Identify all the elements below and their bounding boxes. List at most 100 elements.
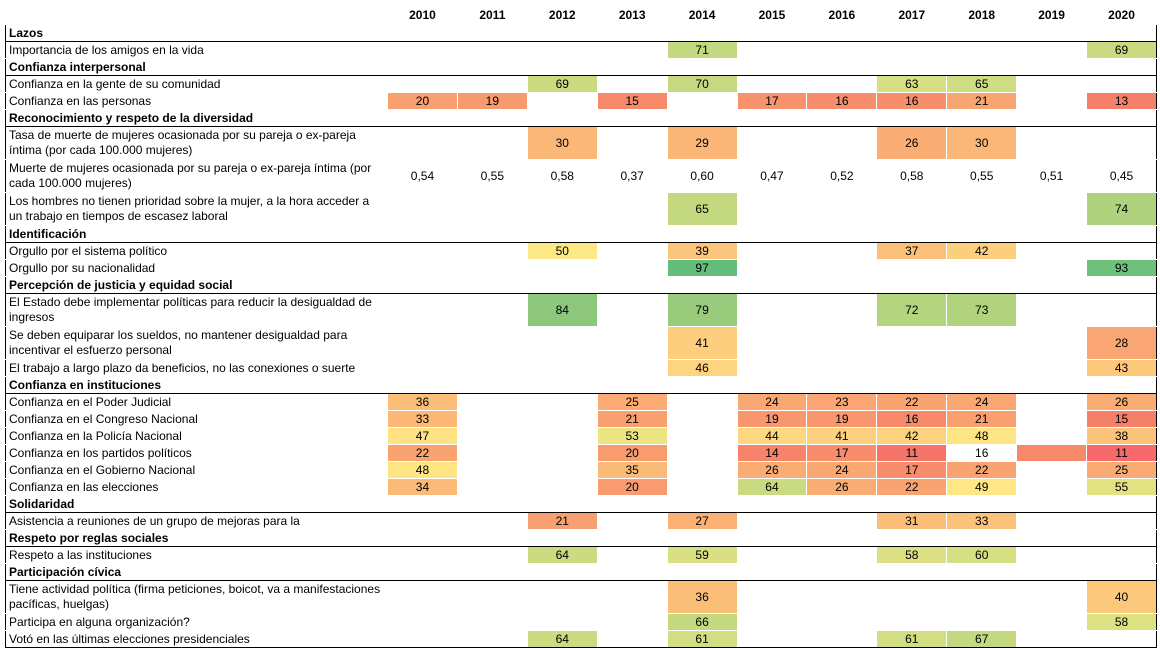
empty-cell bbox=[596, 293, 668, 327]
value-cell: 20 bbox=[596, 478, 668, 496]
row-label: Los hombres no tienen prioridad sobre la… bbox=[5, 192, 388, 226]
empty-cell bbox=[596, 242, 668, 260]
value-cell: 30 bbox=[526, 126, 598, 160]
empty-cell bbox=[387, 242, 458, 260]
section-row: Confianza interpersonal bbox=[5, 58, 1157, 76]
empty-cell bbox=[806, 41, 878, 59]
value-cell: 74 bbox=[1086, 192, 1157, 226]
empty-cell bbox=[387, 293, 458, 327]
empty-cell bbox=[806, 192, 878, 226]
empty-cell bbox=[736, 359, 808, 377]
corner bbox=[5, 5, 388, 25]
value-cell: 42 bbox=[946, 242, 1018, 260]
value-cell: 65 bbox=[946, 75, 1018, 93]
empty-cell bbox=[946, 326, 1018, 360]
value-cell: 21 bbox=[596, 410, 668, 428]
value-cell: 58 bbox=[876, 546, 948, 564]
empty-cell bbox=[1016, 326, 1088, 360]
empty-cell bbox=[946, 192, 1018, 226]
value-cell: 70 bbox=[666, 75, 738, 93]
empty-cell bbox=[387, 126, 458, 160]
value-cell: 0,55 bbox=[456, 159, 528, 193]
value-cell: 23 bbox=[806, 393, 878, 411]
empty-cell bbox=[526, 461, 598, 479]
value-cell: 39 bbox=[666, 242, 738, 260]
section-row: Lazos bbox=[5, 24, 1157, 42]
empty-cell bbox=[666, 444, 738, 462]
value-cell: 11 bbox=[1086, 444, 1157, 462]
value-cell: 34 bbox=[387, 478, 458, 496]
data-row: Respeto a las instituciones 64 59 58 60 bbox=[5, 546, 1157, 564]
empty-cell bbox=[456, 242, 528, 260]
empty-cell bbox=[806, 359, 878, 377]
row-label: Respeto a las instituciones bbox=[5, 546, 388, 564]
value-cell: 37 bbox=[876, 242, 948, 260]
empty-cell bbox=[526, 393, 598, 411]
empty-cell bbox=[1016, 444, 1088, 462]
value-cell: 35 bbox=[596, 461, 668, 479]
value-cell: 59 bbox=[666, 546, 738, 564]
value-cell: 24 bbox=[806, 461, 878, 479]
empty-cell bbox=[456, 444, 528, 462]
value-cell: 28 bbox=[1086, 326, 1157, 360]
empty-cell bbox=[456, 427, 528, 445]
value-cell: 31 bbox=[876, 512, 948, 530]
column-header: 2019 bbox=[1016, 5, 1088, 25]
data-row: Confianza en las personas 20 19 15 17 16 16 21 1… bbox=[5, 92, 1157, 110]
value-cell: 41 bbox=[666, 326, 738, 360]
value-cell: 61 bbox=[876, 630, 948, 648]
row-label: Se deben equiparar los sueldos, no mante… bbox=[5, 326, 388, 360]
row-label: Confianza en la gente de su comunidad bbox=[5, 75, 388, 93]
empty-cell bbox=[876, 259, 948, 277]
value-cell: 79 bbox=[666, 293, 738, 327]
empty-cell bbox=[387, 613, 458, 631]
value-cell: 17 bbox=[736, 92, 808, 110]
section-title: Respeto por reglas sociales bbox=[5, 529, 1157, 547]
value-cell: 93 bbox=[1086, 259, 1157, 277]
empty-cell bbox=[456, 546, 528, 564]
value-cell: 0,47 bbox=[736, 159, 808, 193]
section-row: Confianza en instituciones bbox=[5, 376, 1157, 394]
row-label: Muerte de mujeres ocasionada por su pare… bbox=[5, 159, 388, 193]
empty-cell bbox=[876, 326, 948, 360]
value-cell: 55 bbox=[1086, 478, 1157, 496]
empty-cell bbox=[1016, 41, 1088, 59]
empty-cell bbox=[1016, 75, 1088, 93]
section-row: Respeto por reglas sociales bbox=[5, 529, 1157, 547]
value-cell: 36 bbox=[387, 393, 458, 411]
empty-cell bbox=[596, 512, 668, 530]
empty-cell bbox=[387, 41, 458, 59]
section-row: Solidaridad bbox=[5, 495, 1157, 513]
empty-cell bbox=[736, 242, 808, 260]
value-cell: 20 bbox=[596, 444, 668, 462]
empty-cell bbox=[806, 546, 878, 564]
empty-cell bbox=[946, 613, 1018, 631]
empty-cell bbox=[666, 92, 738, 110]
data-row: Orgullo por el sistema político 50 39 37 42 bbox=[5, 242, 1157, 260]
data-row: Confianza en el Poder Judicial 36 25 24 23 22… bbox=[5, 393, 1157, 411]
data-row: El trabajo a largo plazo da beneficios, … bbox=[5, 359, 1157, 377]
data-row: Orgullo por su nacionalidad 97 93 bbox=[5, 259, 1157, 277]
empty-cell bbox=[1016, 461, 1088, 479]
empty-cell bbox=[1016, 359, 1088, 377]
value-cell: 42 bbox=[876, 427, 948, 445]
empty-cell bbox=[1086, 75, 1157, 93]
header-row: 2010 2011 2012 2013 2014 2015 2016 2017 2018 2019… bbox=[5, 5, 1157, 25]
value-cell: 73 bbox=[946, 293, 1018, 327]
empty-cell bbox=[736, 580, 808, 614]
value-cell: 63 bbox=[876, 75, 948, 93]
empty-cell bbox=[806, 326, 878, 360]
value-cell: 22 bbox=[387, 444, 458, 462]
value-cell: 16 bbox=[946, 444, 1018, 462]
empty-cell bbox=[736, 293, 808, 327]
value-cell: 49 bbox=[946, 478, 1018, 496]
value-cell: 20 bbox=[387, 92, 458, 110]
value-cell: 19 bbox=[806, 410, 878, 428]
empty-cell bbox=[456, 580, 528, 614]
value-cell: 21 bbox=[946, 92, 1018, 110]
value-cell: 48 bbox=[946, 427, 1018, 445]
column-header: 2014 bbox=[666, 5, 738, 25]
empty-cell bbox=[1016, 546, 1088, 564]
empty-cell bbox=[526, 259, 598, 277]
